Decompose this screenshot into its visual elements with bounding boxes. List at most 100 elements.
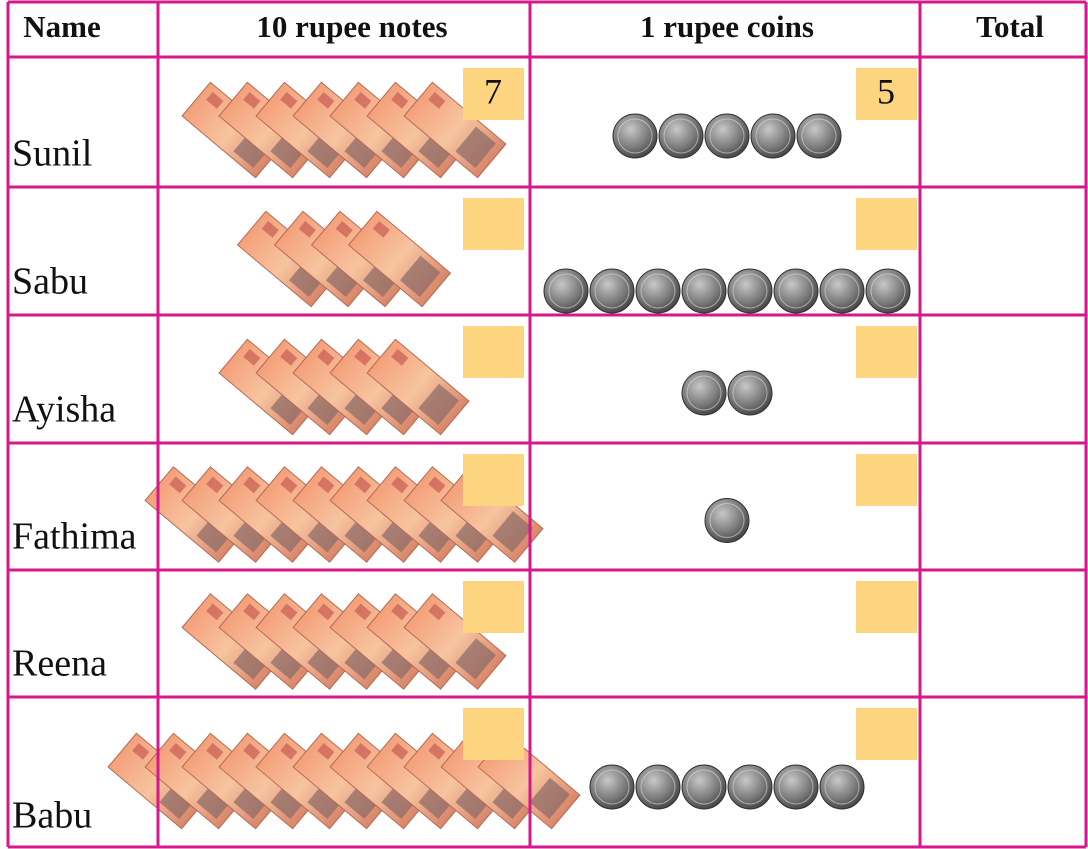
- note-number: [354, 743, 372, 760]
- coin-rim: [709, 118, 745, 154]
- note-stack: [236, 210, 452, 308]
- coin-rim: [732, 375, 768, 411]
- note-number: [243, 92, 261, 109]
- row-name: Babu: [12, 795, 92, 837]
- coin-rim: [640, 769, 676, 805]
- note-portrait: [492, 511, 533, 553]
- header-notes: 10 rupee notes: [256, 9, 447, 44]
- coin-group: [612, 113, 842, 159]
- note-number: [261, 221, 279, 238]
- note-number: [428, 476, 446, 494]
- note-number: [372, 221, 390, 238]
- note-number: [206, 743, 224, 760]
- coin: [589, 268, 635, 314]
- note-number: [206, 92, 224, 109]
- coin-rim: [870, 273, 906, 309]
- notes-answer-box: [463, 326, 524, 378]
- note-number: [354, 603, 372, 621]
- coin: [704, 498, 750, 543]
- note-number: [206, 476, 224, 494]
- row-name: Sunil: [12, 133, 92, 175]
- coin-rim: [686, 769, 722, 805]
- note-number: [280, 603, 298, 621]
- coin-rim: [640, 273, 676, 309]
- note-portrait: [418, 383, 459, 425]
- coin-group: [681, 370, 773, 416]
- note: [366, 338, 470, 436]
- note-number: [354, 349, 372, 366]
- note-portrait: [455, 638, 496, 680]
- coin-rim: [824, 769, 860, 805]
- coin-rim: [801, 118, 837, 154]
- note-portrait: [529, 777, 570, 819]
- notes-answer-box: [463, 454, 524, 506]
- coin-rim: [755, 118, 791, 154]
- coin: [727, 268, 773, 314]
- coin: [681, 370, 727, 416]
- header-name: Name: [23, 9, 100, 44]
- note-number: [243, 476, 261, 494]
- note-number: [428, 92, 446, 109]
- note-number: [169, 743, 187, 760]
- note-number: [354, 476, 372, 494]
- coin-rim: [732, 273, 768, 309]
- coin: [750, 113, 796, 159]
- note: [403, 593, 507, 690]
- note-number: [169, 476, 187, 494]
- coins-answer-box: [856, 708, 917, 760]
- coin-rim: [778, 769, 814, 805]
- note-number: [280, 92, 298, 109]
- coin-rim: [594, 273, 630, 309]
- coin-rim: [686, 273, 722, 309]
- note-number: [317, 349, 335, 366]
- coins-answer-box: [856, 198, 917, 250]
- note-stack: [181, 81, 507, 179]
- coin-group: [704, 498, 750, 543]
- row-name: Sabu: [12, 261, 88, 303]
- coins-answer-box: [856, 326, 917, 378]
- note: [403, 81, 507, 179]
- note-number: [354, 92, 372, 109]
- note-number: [391, 743, 409, 760]
- coin-rim: [709, 503, 745, 538]
- note-number: [243, 603, 261, 621]
- note-number: [317, 476, 335, 494]
- coin: [543, 268, 589, 314]
- coin: [589, 764, 635, 810]
- note-number: [391, 92, 409, 109]
- header-coins: 1 rupee coins: [640, 9, 814, 44]
- note-number: [132, 743, 150, 760]
- coin-group: [543, 268, 911, 314]
- notes-answer-box: [463, 68, 524, 120]
- coins-answer-box: [856, 68, 917, 120]
- coin-group: [589, 764, 865, 810]
- note-portrait: [399, 255, 441, 297]
- note-portrait: [455, 126, 496, 168]
- note-number: [391, 349, 409, 366]
- note-stack: [144, 466, 544, 563]
- note: [347, 210, 452, 308]
- note-number: [243, 743, 261, 760]
- coin: [635, 764, 681, 810]
- note-number: [280, 349, 298, 366]
- note-number: [428, 603, 446, 621]
- coin-rim: [617, 118, 653, 154]
- coin: [704, 113, 750, 159]
- coins-answer: 5: [877, 71, 895, 111]
- coin: [727, 370, 773, 416]
- coin-rim: [686, 375, 722, 411]
- note-number: [206, 603, 224, 621]
- coin: [612, 113, 658, 159]
- notes-answer-box: [463, 198, 524, 250]
- coin: [658, 113, 704, 159]
- coin: [635, 268, 681, 314]
- coin-rim: [732, 769, 768, 805]
- note-number: [335, 221, 353, 238]
- note-number: [243, 349, 261, 366]
- note-number: [317, 92, 335, 109]
- note-number: [391, 476, 409, 494]
- note-number: [298, 221, 316, 238]
- note-number: [428, 743, 446, 760]
